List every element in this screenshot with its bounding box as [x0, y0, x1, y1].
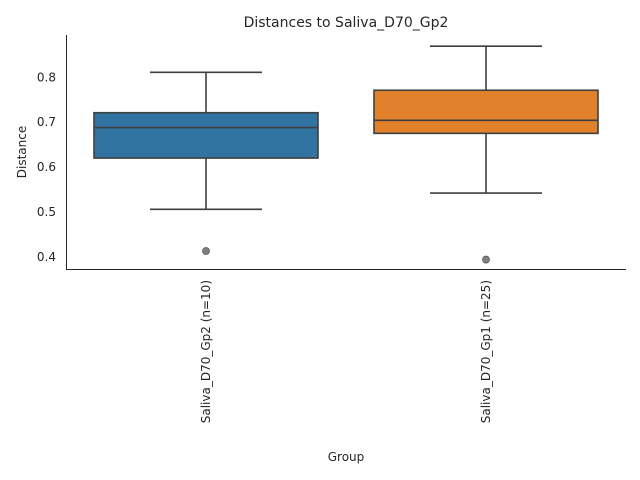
outlier-point: [202, 247, 210, 255]
x-axis-ticks: Saliva_D70_Gp2 (n=10) Saliva_D70_Gp1 (n=2…: [199, 280, 493, 423]
y-tick-label: 0.4: [37, 250, 56, 264]
y-axis-label: Distance: [15, 126, 29, 178]
x-tick-label: Saliva_D70_Gp2 (n=10): [199, 280, 213, 423]
y-tick-label: 0.6: [37, 160, 56, 174]
box-2: [373, 45, 599, 264]
box-iqr: [373, 89, 599, 135]
y-tick-label: 0.8: [37, 70, 56, 84]
x-axis-label: Group: [328, 450, 365, 464]
x-tick-label: Saliva_D70_Gp1 (n=25): [479, 280, 493, 423]
outlier-point: [482, 255, 490, 264]
y-axis-ticks: 0.4 0.5 0.6 0.7 0.8: [37, 70, 56, 264]
y-tick-label: 0.5: [37, 205, 56, 219]
box-iqr: [93, 111, 319, 159]
plot-area: [93, 45, 599, 264]
chart-title: Distances to Saliva_D70_Gp2: [244, 15, 449, 31]
box-1: [93, 71, 319, 255]
y-tick-label: 0.7: [37, 115, 56, 129]
